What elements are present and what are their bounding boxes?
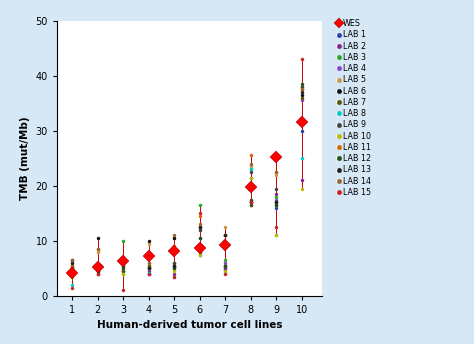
X-axis label: Human-derived tumor cell lines: Human-derived tumor cell lines bbox=[97, 320, 283, 331]
Y-axis label: TMB (mut/Mb): TMB (mut/Mb) bbox=[20, 116, 30, 200]
Legend: WES, LAB 1, LAB 2, LAB 3, LAB 4, LAB 5, LAB 6, LAB 7, LAB 8, LAB 9, LAB 10, LAB : WES, LAB 1, LAB 2, LAB 3, LAB 4, LAB 5, … bbox=[337, 19, 371, 197]
